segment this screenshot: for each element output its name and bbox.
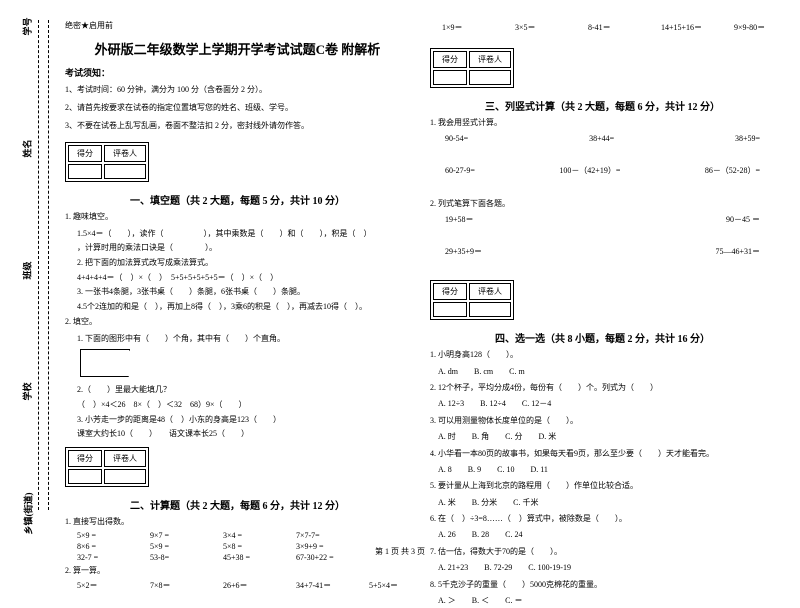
s2-row2: 5×2＝7×8＝26+6＝34+7-41＝5+5×4＝ bbox=[65, 580, 410, 591]
s4-i14: 8. 5千克沙子的重量（ ）5000克棉花的重量。 bbox=[430, 578, 775, 592]
grader-label: 评卷人 bbox=[104, 145, 146, 162]
s4-i13: A. 21+23 B. 72-29 C. 100-19-19 bbox=[430, 561, 775, 575]
s1-q1: 1. 趣味填空。 bbox=[65, 210, 410, 224]
margin-line-2 bbox=[48, 20, 49, 510]
s1-q2-l1: 1. 下面的图形中有（ ）个角，其中有（ ）个直角。 bbox=[65, 332, 410, 346]
s2-row-0: 5×9 =9×7 =3×4 =7×7-7= bbox=[65, 531, 410, 540]
notice-1: 1、考试时间：60 分钟，满分为 100 分（含卷面分 2 分）。 bbox=[65, 84, 410, 97]
s3-q2: 2. 列式笔算下面各题。 bbox=[430, 197, 775, 211]
margin-label-2: 班级 bbox=[21, 261, 34, 279]
s1-q2-l3: （ ）×4＜26 8×（ ）＜32 68）9×（ ） bbox=[65, 398, 410, 412]
s1-q1-l5: 4.5个2连加的和是（ ），再加上8得（ ），3乘6的积是（ ），再减去10得（… bbox=[65, 300, 410, 314]
s4-i5: A. 时 B. 角 C. 分 D. 米 bbox=[430, 430, 775, 444]
score-label: 得分 bbox=[68, 145, 102, 162]
s1-q2: 2. 填空。 bbox=[65, 315, 410, 329]
s4-i6: 4. 小华看一本80页的故事书，如果每天看9页，那么至少要（ ）天才能看完。 bbox=[430, 447, 775, 461]
section-1-heading: 一、填空题（共 2 大题，每题 5 分，共计 10 分） bbox=[65, 192, 410, 207]
s2-q1: 1. 直接写出得数。 bbox=[65, 515, 410, 529]
notice-2: 2、请首先按要求在试卷的指定位置填写您的姓名、班级、学号。 bbox=[65, 102, 410, 115]
margin-label-1: 姓名 bbox=[21, 139, 34, 157]
section-3-heading: 三、列竖式计算（共 2 大题，每题 6 分，共计 12 分） bbox=[430, 98, 775, 113]
s3-q1: 1. 我会用竖式计算。 bbox=[430, 116, 775, 130]
s1-q1-l0: 1.5×4＝（ ），读作（ ），其中乘数是（ ）和（ ），积是（ ） bbox=[65, 227, 410, 241]
s1-q2-l4: 3. 小芳走一步的距离是48（ ）小东的身高是123（ ） bbox=[65, 413, 410, 427]
s4-i4: 3. 可以用测量物体长度单位的是（ ）。 bbox=[430, 414, 775, 428]
s1-q2-l2: 2.（ ）里最大能填几？ bbox=[65, 383, 410, 397]
page: 绝密★启用前 外研版二年级数学上学期开学考试试题C卷 附解析 考试须知： 1、考… bbox=[0, 0, 800, 565]
margin-label-3: 学校 bbox=[21, 383, 34, 401]
flag-shape bbox=[80, 349, 130, 377]
s4-i7: A. 8 B. 9 C. 10 D. 11 bbox=[430, 463, 775, 477]
margin-label-0: 学号 bbox=[21, 17, 34, 35]
s3-r3: 29+35+9＝75—46+31＝ bbox=[430, 245, 775, 259]
col2-top-row: 1×9＝3×5＝8-41＝14+15+16＝9×9-80＝ bbox=[430, 22, 775, 33]
s4-i11: A. 26 B. 28 C. 24 bbox=[430, 528, 775, 542]
s3-r1: 60-27-9=100－（42+19）=86－（52-28）= bbox=[430, 164, 775, 178]
margin-label-4: 乡镇(街道) bbox=[21, 493, 34, 535]
score-box-1: 得分评卷人 bbox=[65, 142, 149, 182]
exam-title: 外研版二年级数学上学期开学考试试题C卷 附解析 bbox=[65, 39, 410, 58]
s1-q1-l3: 4+4+4+4＝（ ）×（ ） 5+5+5+5+5+5＝（ ）×（ ） bbox=[65, 271, 410, 285]
s4-i3: A. 12÷3 B. 12÷4 C. 12－4 bbox=[430, 397, 775, 411]
s1-q1-l2: 2. 把下面的加法算式改写成乘法算式。 bbox=[65, 256, 410, 270]
margin-labels: 学号 姓名 班级 学校 乡镇(街道) bbox=[5, 20, 50, 520]
s3-r2: 19+58＝90－45 ＝ bbox=[430, 213, 775, 227]
section-4-heading: 四、选一选（共 8 小题，每题 2 分，共计 16 分） bbox=[430, 330, 775, 345]
column-right: 1×9＝3×5＝8-41＝14+15+16＝9×9-80＝ 得分评卷人 三、列竖… bbox=[420, 20, 785, 535]
s1-q1-l4: 3. 一张书4条腿，3张书桌（ ）条腿，6张书桌（ ）条腿。 bbox=[65, 285, 410, 299]
s4-i15: A. ＞ B. ＜ C. ＝ bbox=[430, 594, 775, 608]
s1-q1-l1: ，计算时用的乘法口诀是（ ）。 bbox=[65, 241, 410, 255]
confidential-label: 绝密★启用前 bbox=[65, 20, 410, 31]
page-footer: 第 1 页 共 3 页 bbox=[0, 546, 800, 557]
s4-i9: A. 米 B. 分米 C. 千米 bbox=[430, 496, 775, 510]
s4-i0: 1. 小明身高128（ ）。 bbox=[430, 348, 775, 362]
s4-i2: 2. 12个杯子，平均分成4份，每份有（ ）个。列式为（ ） bbox=[430, 381, 775, 395]
column-left: 绝密★启用前 外研版二年级数学上学期开学考试试题C卷 附解析 考试须知： 1、考… bbox=[55, 20, 420, 535]
score-box-2: 得分评卷人 bbox=[65, 447, 149, 487]
score-box-3: 得分评卷人 bbox=[430, 48, 514, 88]
notice-title: 考试须知： bbox=[65, 66, 410, 79]
s1-q2-l5: 课室大约长10（ ） 语文课本长25（ ） bbox=[65, 427, 410, 441]
s4-i8: 5. 要计量从上海到北京的路程用（ ）作单位比较合适。 bbox=[430, 479, 775, 493]
s2-q2: 2. 算一算。 bbox=[65, 564, 410, 578]
s4-i1: A. dm B. cm C. m bbox=[430, 365, 775, 379]
notice-3: 3、不要在试卷上乱写乱画，卷面不整洁扣 2 分，密封线外请勿作答。 bbox=[65, 120, 410, 133]
s3-r0: 90-54=38+44=38+59= bbox=[430, 132, 775, 146]
s4-i10: 6. 在（ ）÷3=8……（ ）算式中，被除数是（ ）。 bbox=[430, 512, 775, 526]
section-2-heading: 二、计算题（共 2 大题，每题 6 分，共计 12 分） bbox=[65, 497, 410, 512]
margin-line bbox=[38, 20, 39, 510]
score-box-4: 得分评卷人 bbox=[430, 280, 514, 320]
